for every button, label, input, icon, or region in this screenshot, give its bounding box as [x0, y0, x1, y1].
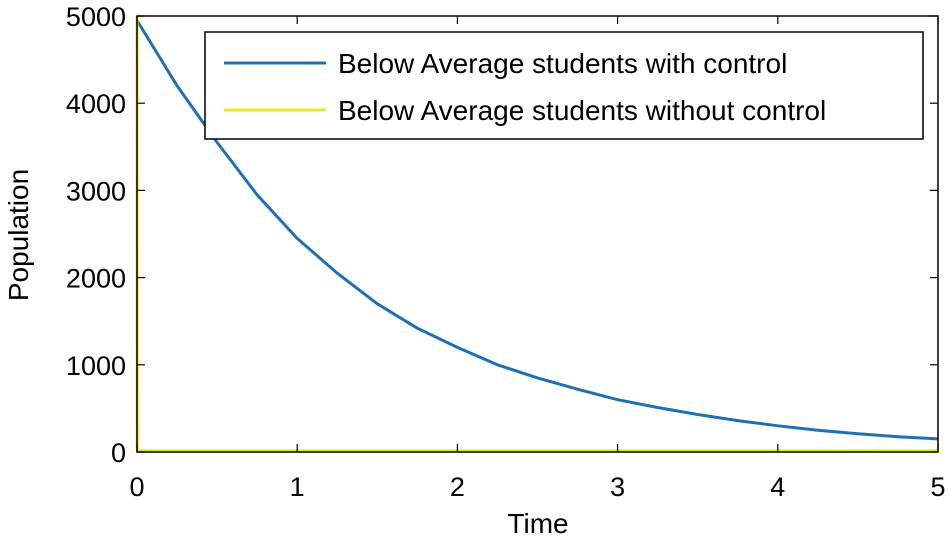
legend-label-1: Below Average students with control — [338, 48, 787, 79]
axes-frame — [136, 15, 939, 453]
x-tick-label: 1 — [290, 472, 305, 502]
y-tick-label: 2000 — [66, 264, 126, 294]
y-tick-label: 4000 — [66, 89, 126, 119]
x-tick-label: 3 — [610, 472, 625, 502]
x-axis-title: Time — [507, 508, 568, 539]
y-axis-title: Population — [3, 169, 34, 301]
x-tick-label: 0 — [129, 472, 144, 502]
series-line-1 — [135, 19, 939, 441]
y-tick-label: 1000 — [66, 351, 126, 381]
x-tick-label: 2 — [450, 472, 465, 502]
axes: 0 1 2 3 4 5 0 1000 2000 3000 4000 5000 — [66, 2, 946, 502]
legend-box — [204, 31, 924, 140]
legend: Below Average students with control Below… — [204, 31, 924, 140]
y-tick-label: 0 — [111, 438, 126, 468]
x-tick-label: 4 — [770, 472, 785, 502]
x-tick-label: 5 — [930, 472, 945, 502]
y-tick-label: 5000 — [66, 2, 126, 32]
y-tick-label: 3000 — [66, 176, 126, 206]
legend-label-2: Below Average students without control — [338, 95, 826, 126]
